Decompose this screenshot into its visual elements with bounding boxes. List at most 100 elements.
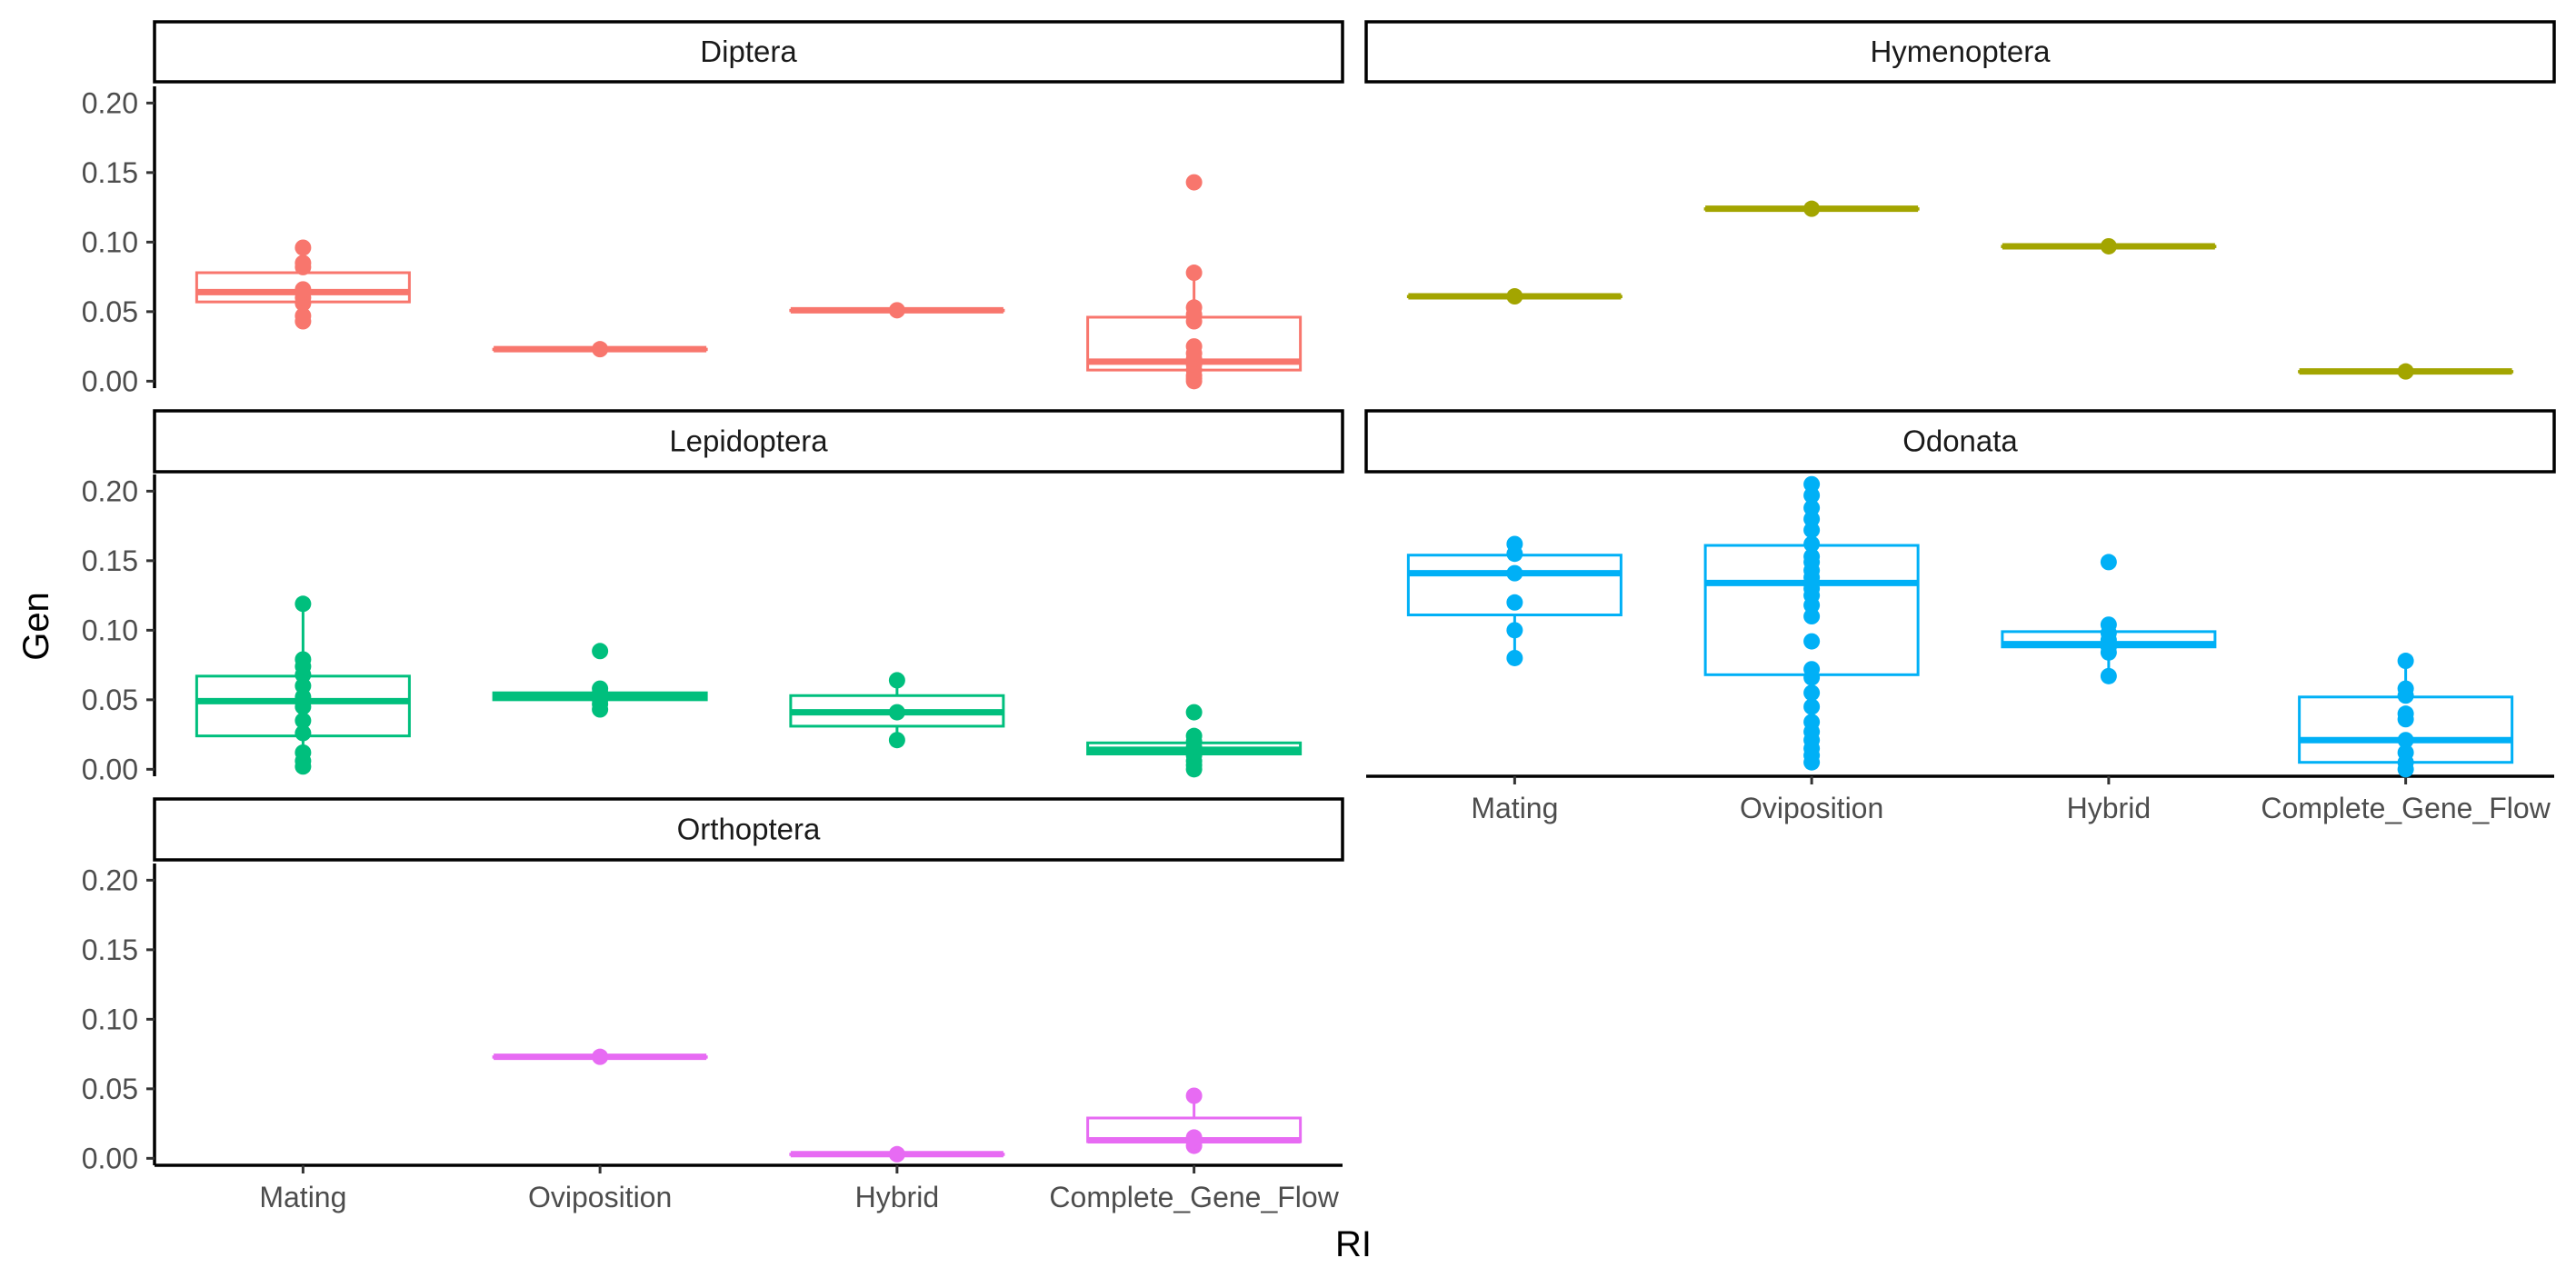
data-point [1803,684,1821,702]
y-tick-label: 0.20 [82,864,138,896]
box-mating [1406,535,1622,666]
data-point [2397,653,2414,670]
panel-hymenoptera: Hymenoptera [1364,20,2556,380]
box-oviposition [1703,200,1920,217]
data-point [1506,622,1523,639]
x-tick-label: Complete_Gene_Flow [2261,792,2551,824]
data-point [295,724,312,742]
data-point [2397,732,2414,749]
data-point [2100,554,2117,571]
data-point [1185,727,1203,744]
data-point [1803,499,1821,516]
data-point [2397,680,2414,697]
panel-lepidoptera: Lepidoptera 0.00 0.05 0.10 0.15 0.20 [82,409,1344,785]
y-tick-label: 0.10 [82,614,138,646]
data-point [2397,705,2414,723]
box-hybrid [789,672,1005,749]
box-hybrid [789,1145,1005,1163]
data-point [1803,698,1821,715]
strip-orthoptera [153,797,1344,862]
box-oviposition [1703,475,1920,771]
box-hybrid [789,302,1005,319]
data-point [592,643,609,660]
data-point [592,1048,609,1065]
data-point [1506,564,1523,582]
y-tick-label: 0.10 [82,1003,138,1035]
y-tick-label: 0.15 [82,934,138,966]
x-tick-label: Hybrid [855,1181,939,1213]
data-point [888,1145,905,1163]
data-point [592,341,609,358]
y-tick-label: 0.05 [82,684,138,716]
data-point [295,239,312,256]
data-point [888,704,905,721]
data-point [1185,299,1203,316]
box-mating [1406,288,1622,305]
data-point [1803,548,1821,565]
strip-label-diptera: Diptera [700,35,797,68]
data-point [1506,594,1523,611]
data-point [2397,363,2414,380]
data-point [1803,200,1821,217]
panel-orthoptera: Orthoptera 0.00 0.05 0.10 0.15 0.20 Mating Ovip… [82,797,1344,1213]
y-tick-label: 0.00 [82,1142,138,1174]
y-tick-label: 0.05 [82,1073,138,1105]
strip-label-odonata: Odonata [1902,424,2018,458]
strip-lepidoptera [153,409,1344,474]
y-tick-label: 0.20 [82,474,138,507]
y-tick-label: 0.10 [82,225,138,258]
x-tick-label: Hybrid [2067,792,2151,824]
data-point [2100,616,2117,634]
y-tick-label: 0.15 [82,156,138,189]
panel-odonata: Odonata Mating Oviposition Hybrid Complete_G… [1364,409,2556,824]
data-point [1185,1087,1203,1104]
data-point [1185,338,1203,355]
data-point [2100,237,2117,255]
data-point [1803,661,1821,678]
box-oviposition [492,341,708,358]
y-tick-label: 0.00 [82,364,138,397]
strip-label-hymenoptera: Hymenoptera [1870,35,2051,68]
x-tick-label: Oviposition [1740,792,1883,824]
box-complete_gene_flow [2298,363,2514,380]
data-point [888,302,905,319]
box-hybrid [2001,554,2217,684]
data-point [1185,1129,1203,1146]
strip-label-lepidoptera: Lepidoptera [669,424,828,458]
box-complete_gene_flow [1086,174,1303,390]
data-point [1185,704,1203,721]
data-point [1803,475,1821,493]
data-point [295,281,312,298]
box-mating [195,595,411,775]
x-tick-label: Oviposition [528,1181,672,1213]
x-axis-title: RI [1335,1224,1372,1264]
box-complete_gene_flow [2298,653,2514,778]
data-point [1506,288,1523,305]
data-point [1506,649,1523,666]
data-point [1185,174,1203,191]
box-oviposition [492,643,708,718]
data-point [295,651,312,668]
x-tick-label: Complete_Gene_Flow [1049,1181,1339,1213]
x-tick-label: Mating [259,1181,346,1213]
data-point [1803,714,1821,731]
y-tick-label: 0.05 [82,295,138,328]
box-mating [195,239,411,330]
data-point [1803,535,1821,553]
data-point [1803,633,1821,650]
y-tick-label: 0.15 [82,544,138,577]
box-oviposition [492,1048,708,1065]
strip-odonata [1364,409,2556,474]
data-point [295,307,312,324]
strip-hymenoptera [1364,20,2556,84]
strip-diptera [153,20,1344,84]
data-point [888,672,905,689]
data-point [888,732,905,749]
box-hybrid [2001,237,2217,255]
data-point [1506,535,1523,553]
y-axis-title: Gen [16,592,56,661]
data-point [2100,667,2117,684]
data-point [2397,744,2414,761]
data-point [295,712,312,729]
